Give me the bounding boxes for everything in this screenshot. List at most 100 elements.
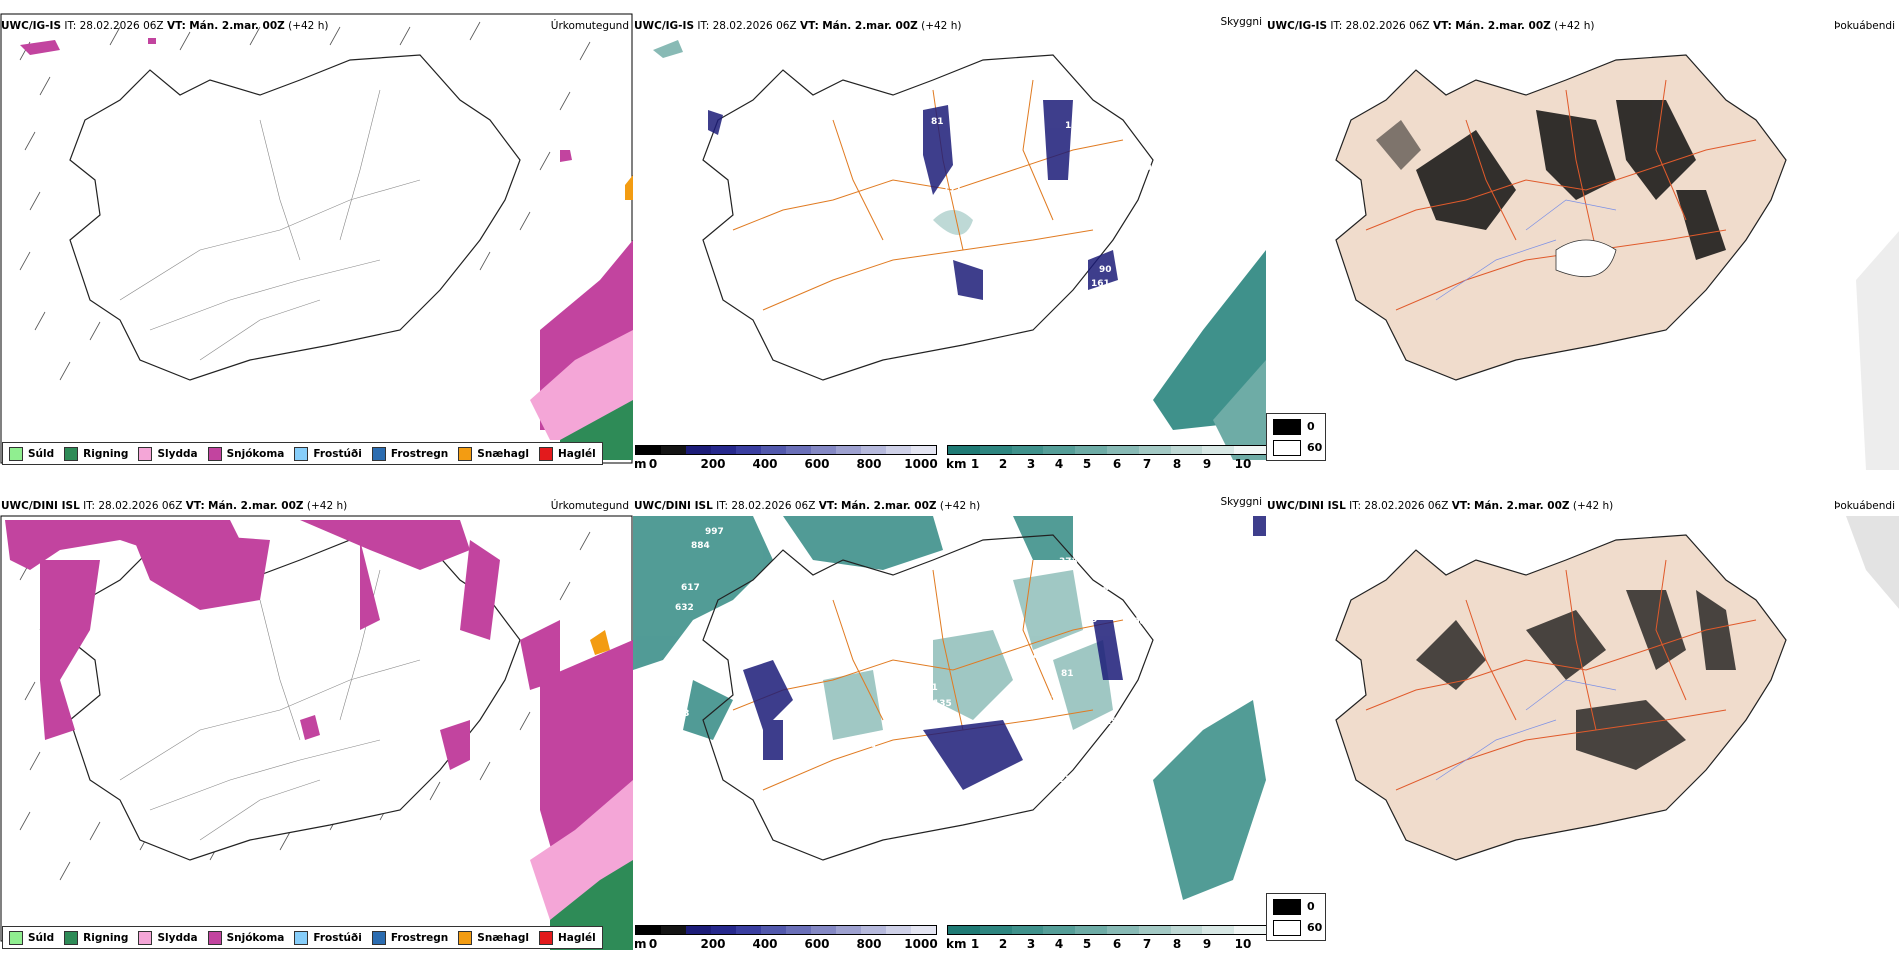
cb-tick: 3 <box>1026 457 1036 471</box>
cb-tick: 4 <box>1054 457 1064 471</box>
cb-seg <box>636 446 661 454</box>
cb-tick: 4 <box>1054 937 1064 951</box>
ceiling-colorbar <box>635 925 937 935</box>
panel-title: UWC/IG-IS IT: 28.02.2026 06Z VT: Mán. 2.… <box>1 20 329 32</box>
visibility-colorbar <box>947 445 1266 455</box>
legend-item-frostudi: Frostúði <box>294 930 362 945</box>
legend-item-rigning: Rigning <box>64 930 128 945</box>
legend-item-snjokoma: Snjókoma <box>207 930 284 945</box>
svg-text:108: 108 <box>1127 617 1146 627</box>
fog-swatch-0 <box>1273 419 1301 435</box>
legend-swatch <box>138 930 153 945</box>
cb-seg <box>786 446 811 454</box>
svg-text:997: 997 <box>705 527 724 537</box>
cb-seg <box>1138 446 1171 454</box>
colorbars-bottom: m 0 200 400 600 800 1000 km 1 2 3 4 5 6 … <box>633 925 1266 951</box>
legend-item-slydda: Slydda <box>138 446 198 461</box>
cb-tick: 7 <box>1142 457 1152 471</box>
precip-type-map-top <box>0 13 633 464</box>
panel-title: UWC/IG-IS IT: 28.02.2026 06Z VT: Mán. 2.… <box>1267 20 1595 32</box>
cb-seg <box>661 926 686 934</box>
cb-tick: 1000 <box>904 937 938 951</box>
legend-item-snjokoma: Snjókoma <box>207 446 284 461</box>
cb-seg <box>761 926 786 934</box>
cb-seg <box>1170 926 1203 934</box>
cb-tick: 800 <box>856 937 882 951</box>
svg-text:11: 11 <box>1065 121 1078 131</box>
cb-tick: 1 <box>970 457 980 471</box>
legend-item-haglel: Haglél <box>538 446 596 461</box>
cb-tick: 400 <box>752 937 778 951</box>
cb-seg <box>1234 446 1266 454</box>
cb-tick: 10 <box>1234 937 1252 951</box>
fog-swatch-0 <box>1273 899 1301 915</box>
cb-seg <box>1138 926 1171 934</box>
cb-tick: 0 <box>648 457 658 471</box>
svg-text:90: 90 <box>1099 265 1112 275</box>
legend-item-sudl: Súld <box>9 446 54 461</box>
legend-swatch <box>294 446 309 461</box>
svg-text:12: 12 <box>1069 161 1082 171</box>
cb-seg <box>736 926 761 934</box>
svg-text:373: 373 <box>1059 557 1078 567</box>
precip-type-legend: Súld Rigning Slydda Snjókoma Frostúði Fr… <box>2 926 603 949</box>
svg-text:22: 22 <box>1059 775 1072 785</box>
svg-text:727: 727 <box>783 565 802 575</box>
svg-text:471: 471 <box>1103 583 1122 593</box>
cb-seg <box>979 446 1012 454</box>
precip-type-map-bottom <box>0 515 633 950</box>
legend-item-rigning: Rigning <box>64 446 128 461</box>
cb-seg <box>1106 926 1139 934</box>
cb-seg <box>1106 446 1139 454</box>
cb-seg <box>948 926 980 934</box>
legend-item-frostregn: Frostregn <box>371 930 448 945</box>
cb-tick: 8 <box>1172 937 1182 951</box>
cb-seg <box>836 446 861 454</box>
cb-seg <box>1043 446 1076 454</box>
cb-tick: 9 <box>1202 937 1212 951</box>
cb-seg <box>861 446 886 454</box>
svg-text:5: 5 <box>1091 615 1097 625</box>
cb-seg <box>736 446 761 454</box>
cb-seg <box>948 446 980 454</box>
panel-fog-bottom: UWC/DINI ISL IT: 28.02.2026 06Z VT: Mán.… <box>1266 480 1899 955</box>
panel-variable-title: Úrkomutegund <box>550 20 629 32</box>
ceiling-unit: m <box>634 457 647 471</box>
svg-text:36: 36 <box>1081 553 1094 563</box>
visibility-unit: km <box>946 457 967 471</box>
cb-tick: 2 <box>998 457 1008 471</box>
svg-text:22: 22 <box>1051 695 1064 705</box>
panel-variable-title: Skyggni <box>1220 16 1263 28</box>
cb-seg <box>686 446 711 454</box>
cb-seg <box>811 926 836 934</box>
fog-map-bottom <box>1335 516 1899 861</box>
legend-item-snaehagl: Snæhagl <box>458 446 529 461</box>
cb-seg <box>1011 446 1044 454</box>
cb-tick: 600 <box>804 937 830 951</box>
panel-precip-type-top: UWC/IG-IS IT: 28.02.2026 06Z VT: Mán. 2.… <box>0 0 633 475</box>
cb-seg <box>711 446 736 454</box>
panel-variable-title: Þokuábendi <box>1834 20 1895 32</box>
cb-tick: 800 <box>856 457 882 471</box>
cloud-map-top: 11 12 88 128 111 90 161 104 81 30 11 <box>653 40 1266 460</box>
panel-cloud-bottom: 997 884 727 632 617 23 373 36 471 568 22… <box>633 480 1266 955</box>
svg-text:111: 111 <box>943 185 962 195</box>
cb-tick: 5 <box>1082 937 1092 951</box>
cb-tick: 9 <box>1202 457 1212 471</box>
cb-tick: 200 <box>700 457 726 471</box>
svg-text:159: 159 <box>1047 745 1066 755</box>
svg-text:81: 81 <box>1061 669 1074 679</box>
fog-label-60: 60 <box>1307 441 1323 454</box>
visibility-colorbar <box>947 925 1266 935</box>
cb-seg <box>811 446 836 454</box>
cb-seg <box>886 926 911 934</box>
cb-seg <box>1202 926 1235 934</box>
panel-fog-top: UWC/IG-IS IT: 28.02.2026 06Z VT: Mán. 2.… <box>1266 0 1899 475</box>
cb-seg <box>886 446 911 454</box>
cb-seg <box>979 926 1012 934</box>
svg-text:884: 884 <box>1033 651 1052 661</box>
ceiling-labels: 11 12 88 128 111 90 161 104 81 30 11 <box>923 117 1158 289</box>
legend-item-haglel: Haglél <box>538 930 596 945</box>
iceland-outline <box>69 534 521 861</box>
legend-swatch <box>64 446 79 461</box>
